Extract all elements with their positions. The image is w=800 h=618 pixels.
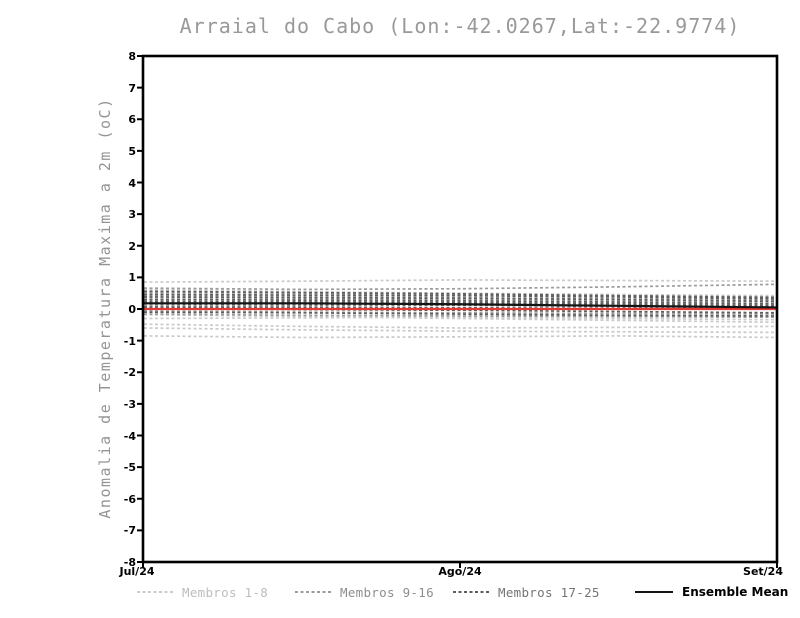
legend-dashed-line-sample [453,591,489,593]
y-tick-label: 8 [128,50,136,63]
legend-entry: Membros 1-8 [137,584,269,600]
y-tick-label: 3 [128,208,136,222]
legend-entry: Membros 9-16 [295,584,434,600]
member-line [143,313,777,324]
member-line [143,300,777,307]
member-line [143,311,777,317]
y-tick-label: 4 [128,176,136,190]
chart-title: Arraial do Cabo (Lon:-42.0267,Lat:-22.97… [179,14,741,38]
legend-solid-line-sample [635,591,673,593]
x-tick-label: Jul/24 [119,565,155,578]
member-line [143,316,777,321]
ensemble-mean-line [144,302,777,309]
y-tick-label: -8 [123,556,136,569]
y-tick-label: -1 [123,334,136,348]
y-tick-label: -6 [123,492,136,506]
y-tick-label: -5 [123,461,136,475]
member-line [143,279,777,283]
y-tick-label: 0 [128,303,136,316]
legend-entry: Membros 17-25 [453,584,600,600]
member-line [143,283,777,291]
legend: Membros 1-8 Membros 9-16 Membros 17-25 Ense… [0,585,800,605]
y-tick-label: -7 [123,524,136,538]
member-line [143,290,777,299]
legend-label: Membros 17-25 [498,584,600,600]
legend-dashed-line-sample [295,591,331,593]
legend-label: Ensemble Mean [682,585,789,599]
y-tick-label: 1 [128,271,136,285]
x-tick-label: Set/24 [743,565,783,578]
member-line [143,323,777,329]
member-line [143,335,777,339]
y-tick-label: 5 [128,144,136,158]
y-tick-label: -3 [123,397,136,411]
y-tick-label: -2 [123,366,136,380]
member-line [143,298,777,305]
y-tick-label: 7 [128,81,136,95]
x-tick-label: Ago/24 [438,565,482,578]
legend-dashed-line-sample [137,591,173,593]
member-line [143,313,777,319]
legend-label: Membros 9-16 [340,584,434,600]
legend-entry: Ensemble Mean [635,585,788,599]
member-line [143,327,777,334]
member-line [143,293,777,300]
y-tick-label: 6 [128,113,136,127]
y-tick-label: -4 [123,429,136,443]
y-tick-label: 2 [128,239,136,253]
member-line [144,306,777,310]
legend-label: Membros 1-8 [182,584,269,600]
member-line [143,296,777,303]
